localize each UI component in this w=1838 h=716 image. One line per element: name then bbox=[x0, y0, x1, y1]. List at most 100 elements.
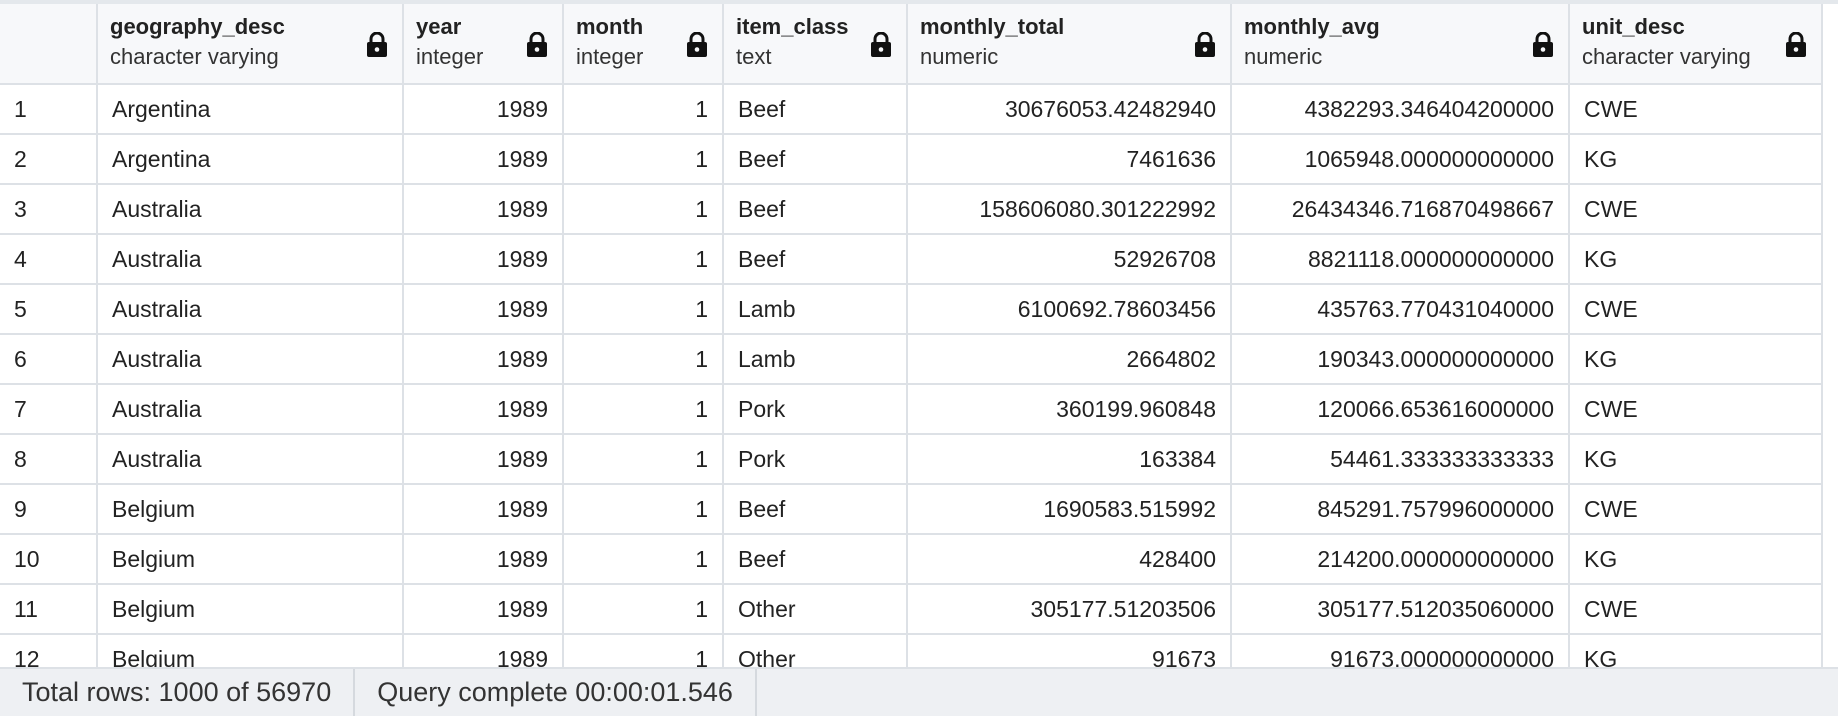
cell-geography-desc[interactable]: Australia bbox=[97, 234, 404, 285]
cell-monthly-avg[interactable]: 54461.333333333333 bbox=[1231, 434, 1570, 485]
cell-year[interactable]: 1989 bbox=[403, 534, 564, 585]
cell-monthly-avg[interactable]: 91673.000000000000 bbox=[1231, 634, 1570, 667]
cell-monthly-avg[interactable]: 190343.000000000000 bbox=[1231, 334, 1570, 385]
row-number[interactable]: 11 bbox=[0, 584, 98, 635]
cell-item-class[interactable]: Beef bbox=[723, 84, 908, 135]
cell-month[interactable]: 1 bbox=[563, 484, 724, 535]
cell-monthly-avg[interactable]: 8821118.000000000000 bbox=[1231, 234, 1570, 285]
row-number[interactable]: 12 bbox=[0, 634, 98, 667]
cell-month[interactable]: 1 bbox=[563, 584, 724, 635]
cell-monthly-total[interactable]: 6100692.78603456 bbox=[907, 284, 1232, 335]
table-row[interactable]: 11 Belgium 1989 1 Other 305177.51203506 305177… bbox=[0, 584, 1823, 635]
cell-year[interactable]: 1989 bbox=[403, 484, 564, 535]
table-row[interactable]: 8 Australia 1989 1 Pork 163384 54461.333333333… bbox=[0, 434, 1823, 485]
row-number[interactable]: 6 bbox=[0, 334, 98, 385]
cell-month[interactable]: 1 bbox=[563, 534, 724, 585]
cell-monthly-total[interactable]: 158606080.301222992 bbox=[907, 184, 1232, 235]
row-number[interactable]: 3 bbox=[0, 184, 98, 235]
cell-year[interactable]: 1989 bbox=[403, 584, 564, 635]
cell-month[interactable]: 1 bbox=[563, 634, 724, 667]
cell-unit-desc[interactable]: CWE bbox=[1569, 584, 1823, 635]
cell-item-class[interactable]: Lamb bbox=[723, 334, 908, 385]
cell-geography-desc[interactable]: Australia bbox=[97, 184, 404, 235]
cell-monthly-avg[interactable]: 120066.653616000000 bbox=[1231, 384, 1570, 435]
table-row[interactable]: 12 Belgium 1989 1 Other 91673 91673.0000000000… bbox=[0, 634, 1823, 667]
cell-monthly-avg[interactable]: 845291.757996000000 bbox=[1231, 484, 1570, 535]
cell-geography-desc[interactable]: Belgium bbox=[97, 634, 404, 667]
row-number[interactable]: 5 bbox=[0, 284, 98, 335]
column-header-geography-desc[interactable]: geography_desc character varying bbox=[97, 4, 404, 85]
cell-unit-desc[interactable]: CWE bbox=[1569, 184, 1823, 235]
cell-monthly-avg[interactable]: 4382293.346404200000 bbox=[1231, 84, 1570, 135]
row-number[interactable]: 2 bbox=[0, 134, 98, 185]
cell-month[interactable]: 1 bbox=[563, 434, 724, 485]
table-row[interactable]: 4 Australia 1989 1 Beef 52926708 8821118.00000… bbox=[0, 234, 1823, 285]
cell-year[interactable]: 1989 bbox=[403, 634, 564, 667]
cell-unit-desc[interactable]: CWE bbox=[1569, 284, 1823, 335]
column-header-unit-desc[interactable]: unit_desc character varying bbox=[1569, 4, 1823, 85]
cell-item-class[interactable]: Pork bbox=[723, 384, 908, 435]
cell-monthly-total[interactable]: 30676053.42482940 bbox=[907, 84, 1232, 135]
column-header-monthly-avg[interactable]: monthly_avg numeric bbox=[1231, 4, 1570, 85]
cell-geography-desc[interactable]: Belgium bbox=[97, 534, 404, 585]
cell-monthly-total[interactable]: 1690583.515992 bbox=[907, 484, 1232, 535]
cell-unit-desc[interactable]: KG bbox=[1569, 634, 1823, 667]
column-header-year[interactable]: year integer bbox=[403, 4, 564, 85]
cell-item-class[interactable]: Pork bbox=[723, 434, 908, 485]
row-number-header[interactable] bbox=[0, 4, 98, 85]
cell-monthly-total[interactable]: 7461636 bbox=[907, 134, 1232, 185]
cell-geography-desc[interactable]: Belgium bbox=[97, 584, 404, 635]
cell-item-class[interactable]: Beef bbox=[723, 184, 908, 235]
cell-year[interactable]: 1989 bbox=[403, 234, 564, 285]
cell-year[interactable]: 1989 bbox=[403, 84, 564, 135]
cell-monthly-total[interactable]: 163384 bbox=[907, 434, 1232, 485]
cell-year[interactable]: 1989 bbox=[403, 184, 564, 235]
cell-monthly-avg[interactable]: 305177.512035060000 bbox=[1231, 584, 1570, 635]
cell-year[interactable]: 1989 bbox=[403, 334, 564, 385]
cell-monthly-total[interactable]: 305177.51203506 bbox=[907, 584, 1232, 635]
table-row[interactable]: 1 Argentina 1989 1 Beef 30676053.42482940 4382… bbox=[0, 84, 1823, 135]
cell-geography-desc[interactable]: Argentina bbox=[97, 84, 404, 135]
cell-unit-desc[interactable]: CWE bbox=[1569, 384, 1823, 435]
cell-month[interactable]: 1 bbox=[563, 134, 724, 185]
cell-monthly-total[interactable]: 360199.960848 bbox=[907, 384, 1232, 435]
cell-unit-desc[interactable]: KG bbox=[1569, 334, 1823, 385]
cell-unit-desc[interactable]: KG bbox=[1569, 234, 1823, 285]
cell-monthly-avg[interactable]: 435763.770431040000 bbox=[1231, 284, 1570, 335]
column-header-month[interactable]: month integer bbox=[563, 4, 724, 85]
cell-monthly-total[interactable]: 91673 bbox=[907, 634, 1232, 667]
cell-item-class[interactable]: Beef bbox=[723, 134, 908, 185]
table-row[interactable]: 3 Australia 1989 1 Beef 158606080.301222992 26… bbox=[0, 184, 1823, 235]
cell-item-class[interactable]: Other bbox=[723, 634, 908, 667]
cell-year[interactable]: 1989 bbox=[403, 134, 564, 185]
row-number[interactable]: 1 bbox=[0, 84, 98, 135]
row-number[interactable]: 9 bbox=[0, 484, 98, 535]
cell-geography-desc[interactable]: Australia bbox=[97, 384, 404, 435]
row-number[interactable]: 10 bbox=[0, 534, 98, 585]
table-row[interactable]: 7 Australia 1989 1 Pork 360199.960848 120066.6… bbox=[0, 384, 1823, 435]
cell-geography-desc[interactable]: Australia bbox=[97, 434, 404, 485]
cell-monthly-total[interactable]: 52926708 bbox=[907, 234, 1232, 285]
cell-year[interactable]: 1989 bbox=[403, 434, 564, 485]
cell-geography-desc[interactable]: Australia bbox=[97, 334, 404, 385]
cell-monthly-avg[interactable]: 1065948.000000000000 bbox=[1231, 134, 1570, 185]
cell-unit-desc[interactable]: KG bbox=[1569, 434, 1823, 485]
cell-unit-desc[interactable]: CWE bbox=[1569, 484, 1823, 535]
cell-item-class[interactable]: Other bbox=[723, 584, 908, 635]
cell-monthly-avg[interactable]: 214200.000000000000 bbox=[1231, 534, 1570, 585]
cell-year[interactable]: 1989 bbox=[403, 384, 564, 435]
cell-geography-desc[interactable]: Belgium bbox=[97, 484, 404, 535]
cell-item-class[interactable]: Lamb bbox=[723, 284, 908, 335]
cell-monthly-avg[interactable]: 26434346.716870498667 bbox=[1231, 184, 1570, 235]
cell-unit-desc[interactable]: KG bbox=[1569, 534, 1823, 585]
cell-month[interactable]: 1 bbox=[563, 384, 724, 435]
cell-month[interactable]: 1 bbox=[563, 84, 724, 135]
table-row[interactable]: 2 Argentina 1989 1 Beef 7461636 1065948.000000… bbox=[0, 134, 1823, 185]
cell-geography-desc[interactable]: Australia bbox=[97, 284, 404, 335]
cell-monthly-total[interactable]: 428400 bbox=[907, 534, 1232, 585]
cell-monthly-total[interactable]: 2664802 bbox=[907, 334, 1232, 385]
cell-unit-desc[interactable]: KG bbox=[1569, 134, 1823, 185]
cell-month[interactable]: 1 bbox=[563, 234, 724, 285]
table-row[interactable]: 10 Belgium 1989 1 Beef 428400 214200.000000000… bbox=[0, 534, 1823, 585]
cell-month[interactable]: 1 bbox=[563, 184, 724, 235]
